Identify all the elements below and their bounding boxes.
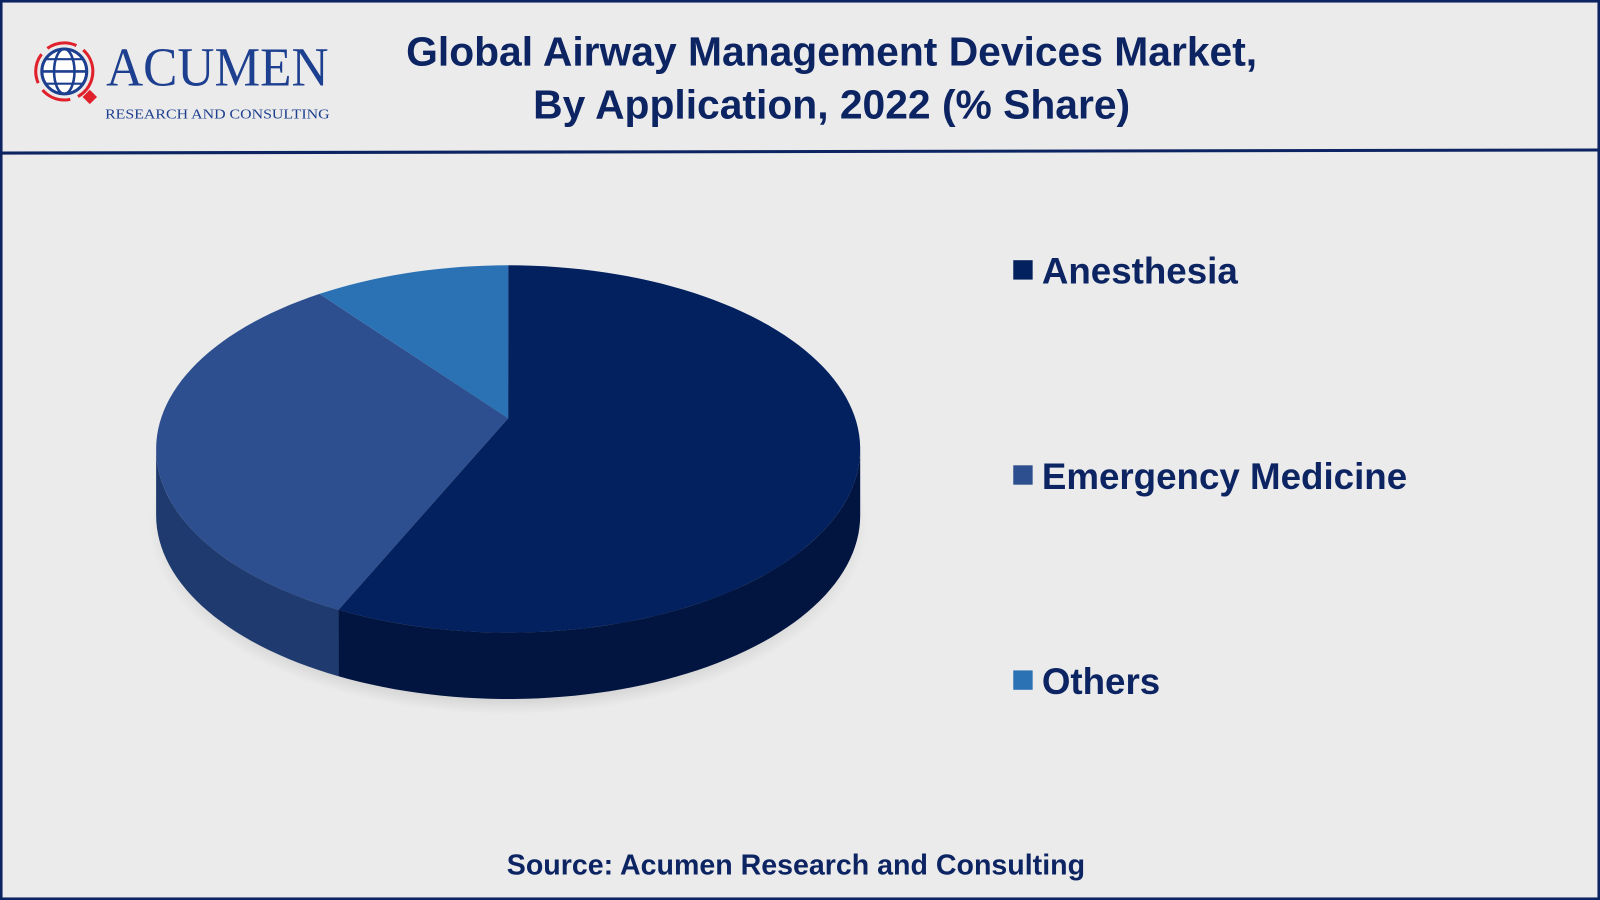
legend-swatch bbox=[1013, 670, 1033, 690]
chart-title-line2: By Application, 2022 (% Share) bbox=[533, 81, 1130, 127]
legend-swatch bbox=[1013, 260, 1033, 280]
pie-slice-anesthesia bbox=[338, 265, 861, 633]
logo-name: ACUMEN bbox=[106, 37, 328, 98]
logo-tagline: RESEARCH AND CONSULTING bbox=[105, 106, 330, 121]
pie-side-emergency-medicine bbox=[156, 448, 339, 677]
pie-side-anesthesia bbox=[338, 448, 861, 699]
legend-swatch bbox=[1013, 465, 1033, 485]
legend-label: Others bbox=[1042, 661, 1160, 702]
pie-slice-others bbox=[319, 265, 509, 419]
header-divider bbox=[0, 148, 1600, 155]
globe-icon bbox=[34, 41, 98, 105]
chart-title-line1: Global Airway Management Devices Market, bbox=[406, 28, 1257, 74]
legend: Anesthesia Emergency Medicine Others bbox=[1013, 251, 1407, 702]
legend-label: Emergency Medicine bbox=[1042, 456, 1407, 497]
pie-slice-emergency-medicine bbox=[156, 293, 509, 610]
logo: ACUMEN RESEARCH AND CONSULTING bbox=[34, 37, 330, 121]
pie-chart bbox=[156, 265, 861, 699]
source-text: Source: Acumen Research and Consulting bbox=[507, 849, 1085, 881]
legend-label: Anesthesia bbox=[1042, 251, 1238, 292]
